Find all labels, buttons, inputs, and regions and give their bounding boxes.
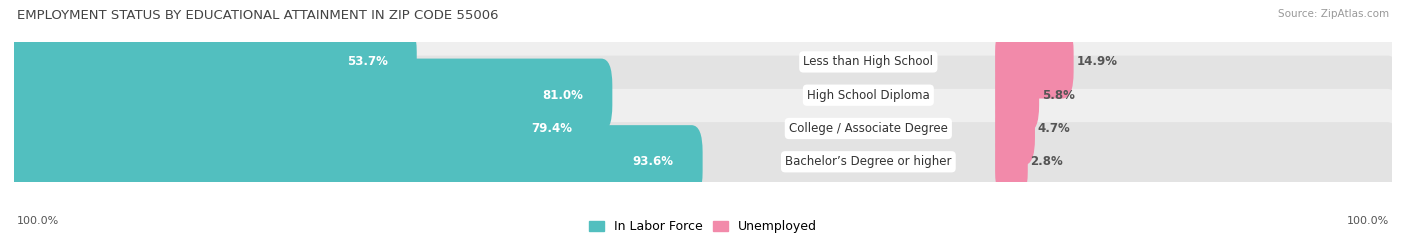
FancyBboxPatch shape — [7, 56, 1399, 135]
Text: 4.7%: 4.7% — [1038, 122, 1070, 135]
FancyBboxPatch shape — [7, 122, 1399, 201]
Text: 81.0%: 81.0% — [543, 89, 583, 102]
Text: High School Diploma: High School Diploma — [807, 89, 929, 102]
Text: Source: ZipAtlas.com: Source: ZipAtlas.com — [1278, 9, 1389, 19]
Text: Less than High School: Less than High School — [803, 55, 934, 69]
FancyBboxPatch shape — [10, 92, 600, 165]
FancyBboxPatch shape — [10, 125, 703, 198]
FancyBboxPatch shape — [995, 25, 1074, 99]
Text: 5.8%: 5.8% — [1042, 89, 1074, 102]
FancyBboxPatch shape — [10, 58, 613, 132]
FancyBboxPatch shape — [7, 22, 1399, 102]
FancyBboxPatch shape — [7, 89, 1399, 168]
Text: 53.7%: 53.7% — [347, 55, 388, 69]
Text: 100.0%: 100.0% — [17, 216, 59, 226]
Text: 14.9%: 14.9% — [1077, 55, 1118, 69]
FancyBboxPatch shape — [10, 25, 416, 99]
FancyBboxPatch shape — [995, 58, 1039, 132]
Text: 93.6%: 93.6% — [633, 155, 673, 168]
Legend: In Labor Force, Unemployed: In Labor Force, Unemployed — [583, 215, 823, 233]
FancyBboxPatch shape — [995, 125, 1028, 198]
Text: Bachelor’s Degree or higher: Bachelor’s Degree or higher — [785, 155, 952, 168]
Text: 79.4%: 79.4% — [531, 122, 572, 135]
Text: College / Associate Degree: College / Associate Degree — [789, 122, 948, 135]
FancyBboxPatch shape — [995, 92, 1035, 165]
Text: 100.0%: 100.0% — [1347, 216, 1389, 226]
Text: 2.8%: 2.8% — [1031, 155, 1063, 168]
Text: EMPLOYMENT STATUS BY EDUCATIONAL ATTAINMENT IN ZIP CODE 55006: EMPLOYMENT STATUS BY EDUCATIONAL ATTAINM… — [17, 9, 498, 22]
